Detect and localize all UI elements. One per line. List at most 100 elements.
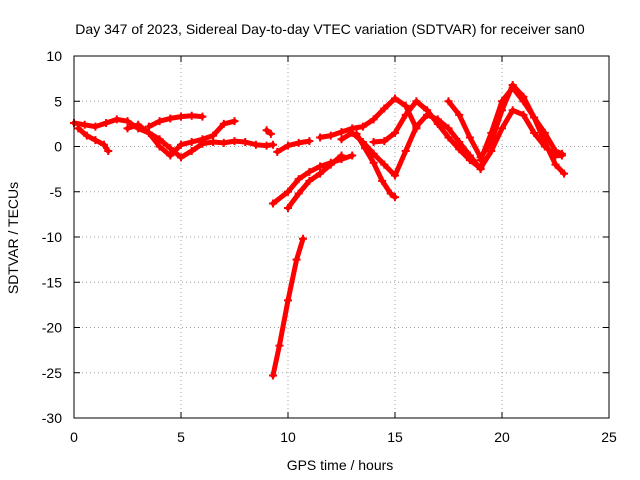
data-point <box>209 131 218 140</box>
data-point <box>316 169 325 178</box>
data-series <box>70 80 569 380</box>
data-point <box>284 141 292 150</box>
data-point <box>391 171 399 180</box>
data-point <box>557 149 566 158</box>
data-point <box>305 176 314 185</box>
data-point <box>82 131 91 140</box>
data-point <box>326 131 335 140</box>
data-point <box>369 137 378 146</box>
y-tick-label: -30 <box>42 410 62 426</box>
x-tick-labels: 0 5 10 15 20 25 <box>70 429 617 445</box>
data-point <box>412 122 421 131</box>
data-point <box>251 140 260 149</box>
data-point <box>378 176 387 185</box>
data-point <box>262 126 271 135</box>
data-point <box>519 97 528 106</box>
y-tick-label: 0 <box>54 139 62 155</box>
data-point <box>401 101 410 110</box>
data-point <box>455 110 464 119</box>
data-point <box>91 136 100 145</box>
data-point <box>187 137 196 146</box>
data-point <box>433 119 442 128</box>
data-point <box>269 371 278 380</box>
data-point <box>177 112 185 121</box>
x-tick-label: 10 <box>280 429 296 445</box>
data-point <box>508 106 517 115</box>
data-point <box>102 118 111 127</box>
data-point <box>401 110 410 119</box>
series-arc10 <box>317 96 419 140</box>
x-tick-label: 25 <box>601 429 617 445</box>
data-point <box>361 144 370 153</box>
data-point <box>326 160 335 169</box>
data-point <box>123 117 132 126</box>
data-point <box>391 94 399 103</box>
data-point <box>444 133 453 142</box>
data-point <box>551 147 560 156</box>
data-point <box>305 137 314 146</box>
data-point <box>219 138 228 147</box>
data-point <box>455 145 464 154</box>
data-point <box>155 142 164 151</box>
data-point <box>112 115 121 124</box>
data-point <box>284 204 292 213</box>
data-point <box>352 129 361 138</box>
data-point <box>487 147 496 156</box>
data-point <box>444 124 453 133</box>
data-point <box>386 189 395 198</box>
data-point <box>298 234 307 243</box>
data-point <box>508 83 517 92</box>
data-point <box>166 114 175 123</box>
data-point <box>294 189 303 198</box>
data-point <box>560 169 569 178</box>
data-point <box>91 122 100 131</box>
y-axis-title: SDTVAR / TECUs <box>5 182 21 294</box>
data-point <box>498 97 506 106</box>
data-point <box>155 117 164 126</box>
data-point <box>187 147 196 156</box>
axis-ticks <box>73 55 610 419</box>
data-point <box>348 151 357 160</box>
data-point <box>316 133 325 142</box>
data-point <box>358 122 367 131</box>
data-point <box>230 117 239 126</box>
data-point <box>177 153 185 162</box>
data-point <box>369 158 378 167</box>
data-point <box>198 112 207 121</box>
data-point <box>423 106 432 115</box>
data-point <box>269 199 278 208</box>
data-point <box>80 120 89 129</box>
data-point <box>74 124 83 133</box>
data-point <box>465 133 474 142</box>
data-point <box>519 110 528 119</box>
y-tick-labels: 10 5 0 -5 -10 -15 -20 -25 -30 <box>42 48 62 426</box>
data-point <box>498 124 506 133</box>
data-point <box>380 160 389 169</box>
data-point <box>123 124 132 133</box>
data-point <box>166 151 175 160</box>
chart-title: Day 347 of 2023, Sidereal Day-to-day VTE… <box>75 21 585 37</box>
data-point <box>292 255 301 264</box>
data-point <box>305 167 314 176</box>
x-tick-label: 15 <box>387 429 403 445</box>
data-point <box>551 160 560 169</box>
data-point <box>99 140 108 149</box>
data-point <box>487 128 496 137</box>
data-point <box>391 193 399 202</box>
data-point <box>187 111 196 120</box>
data-point <box>275 341 284 350</box>
data-point <box>369 115 378 124</box>
data-point <box>144 128 153 137</box>
series-arc9 <box>274 138 312 155</box>
data-point <box>401 147 410 156</box>
data-point <box>316 162 325 171</box>
x-tick-label: 20 <box>494 429 510 445</box>
x-tick-label: 5 <box>177 429 185 445</box>
data-point <box>476 164 485 173</box>
x-tick-label: 0 <box>70 429 78 445</box>
data-point <box>412 97 421 106</box>
data-point <box>266 129 275 138</box>
data-point <box>444 97 453 106</box>
data-point <box>230 137 239 146</box>
